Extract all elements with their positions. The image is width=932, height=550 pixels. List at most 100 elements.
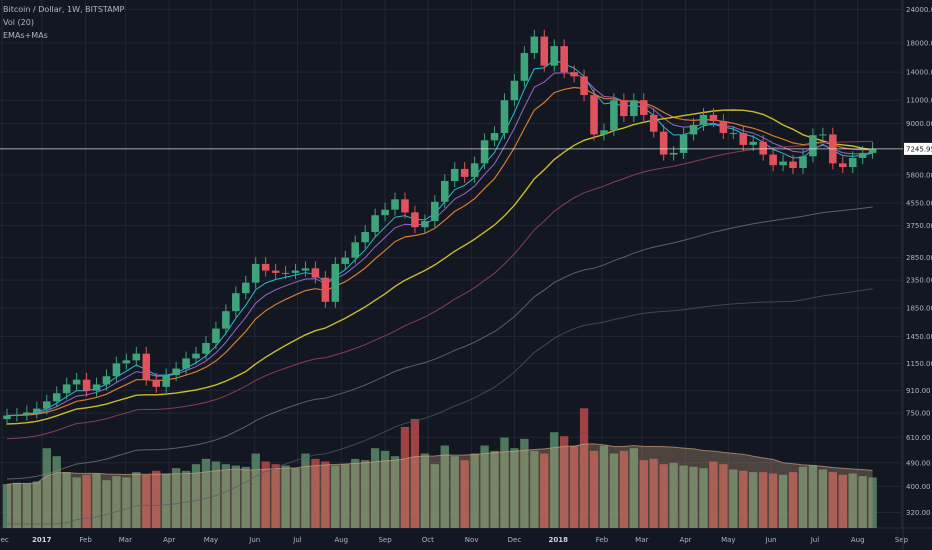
volume-bar <box>271 464 280 528</box>
ma-line-5 <box>6 59 873 416</box>
candle <box>799 149 807 174</box>
candle <box>779 154 787 172</box>
candle <box>371 208 379 239</box>
candle <box>580 69 588 102</box>
y-tick-label: 4550.00 <box>906 200 932 208</box>
volume-bar <box>689 466 698 528</box>
ma-indicator-label[interactable]: EMAs+MAs <box>3 31 48 40</box>
candle-body <box>311 268 320 278</box>
candle-body <box>261 263 270 271</box>
candle <box>331 257 340 308</box>
candle-body <box>351 242 360 258</box>
volume-bar <box>758 472 768 528</box>
candle-body <box>480 140 489 164</box>
volume-bar <box>788 472 798 528</box>
volume-bar <box>559 436 569 528</box>
candle-body <box>281 272 290 274</box>
volume-bar <box>828 472 838 528</box>
candle <box>92 377 101 397</box>
volume-indicator-label[interactable]: Vol (20) <box>3 18 34 27</box>
candle-body <box>13 414 21 416</box>
volume-bar <box>102 480 111 528</box>
x-tick-label: Jul <box>292 536 302 544</box>
candle <box>819 127 827 142</box>
candle <box>759 135 767 161</box>
candle-body <box>182 358 190 369</box>
candle <box>202 336 210 360</box>
candle <box>182 351 190 375</box>
x-tick-label: Mar <box>119 536 132 544</box>
candle <box>639 93 648 121</box>
candle-body <box>719 121 728 134</box>
candle-body <box>848 158 857 168</box>
candle <box>490 126 499 147</box>
candle-body <box>62 384 71 394</box>
volume-bar <box>92 473 101 528</box>
candle <box>341 250 350 270</box>
volume-bar <box>281 465 290 528</box>
y-tick-label: 400.00 <box>906 483 931 491</box>
candle <box>570 65 578 83</box>
x-tick-label: Apr <box>680 536 692 544</box>
volume-bar <box>82 474 91 528</box>
candle-body <box>759 141 767 155</box>
candle-body <box>789 161 797 168</box>
volume-bar <box>709 461 718 528</box>
volume-bar <box>500 437 509 528</box>
y-tick-label: 5800.00 <box>906 171 932 179</box>
x-tick-label: Sep <box>895 536 909 544</box>
volume-bar <box>410 418 420 528</box>
volume-bar <box>370 448 380 528</box>
volume-bar <box>122 477 131 528</box>
volume-bar <box>450 456 459 528</box>
candle <box>62 377 71 400</box>
candle <box>122 353 131 370</box>
candle <box>241 275 250 300</box>
volume-bar <box>639 460 648 528</box>
volume-bar <box>331 465 340 528</box>
volume-bar <box>739 470 748 528</box>
candle-body <box>381 209 389 216</box>
volume-bar <box>12 482 22 528</box>
x-tick-label: Aug <box>334 536 348 544</box>
x-tick-label: Sep <box>378 536 392 544</box>
candle-body <box>689 124 698 135</box>
candle-body <box>401 199 409 213</box>
volume-bar <box>778 474 788 528</box>
candle <box>271 263 280 279</box>
volume-bar <box>530 450 539 528</box>
volume-bar <box>351 458 360 528</box>
candle <box>600 123 608 141</box>
volume-bar <box>798 466 808 528</box>
candle-body <box>530 36 539 53</box>
volume-bar <box>22 483 32 528</box>
volume-bar <box>430 464 440 528</box>
y-tick-label: 320.00 <box>906 509 931 517</box>
candle-body <box>520 52 529 81</box>
candle <box>82 372 91 397</box>
volume-bar <box>868 477 877 528</box>
candle-body <box>202 342 210 354</box>
candle-body <box>321 277 330 302</box>
volume-bar <box>62 472 71 528</box>
candle <box>809 128 817 163</box>
y-tick-label: 1150.00 <box>906 360 932 368</box>
symbol-title: Bitcoin / Dollar, 1W, BITSTAMP <box>3 5 125 14</box>
candle-body <box>271 270 280 273</box>
candle <box>699 108 708 131</box>
candle-body <box>411 212 419 228</box>
candle-body <box>779 161 787 166</box>
candle-body <box>212 328 220 343</box>
volume-bar <box>649 458 658 528</box>
volume-bar <box>152 470 161 528</box>
candle-body <box>749 141 758 145</box>
candle <box>142 346 151 386</box>
candle-body <box>838 163 847 168</box>
candle <box>3 408 11 426</box>
x-tick-label: Aug <box>851 536 865 544</box>
candle-body <box>172 368 180 376</box>
candle-body <box>222 311 230 329</box>
candle <box>311 261 320 284</box>
